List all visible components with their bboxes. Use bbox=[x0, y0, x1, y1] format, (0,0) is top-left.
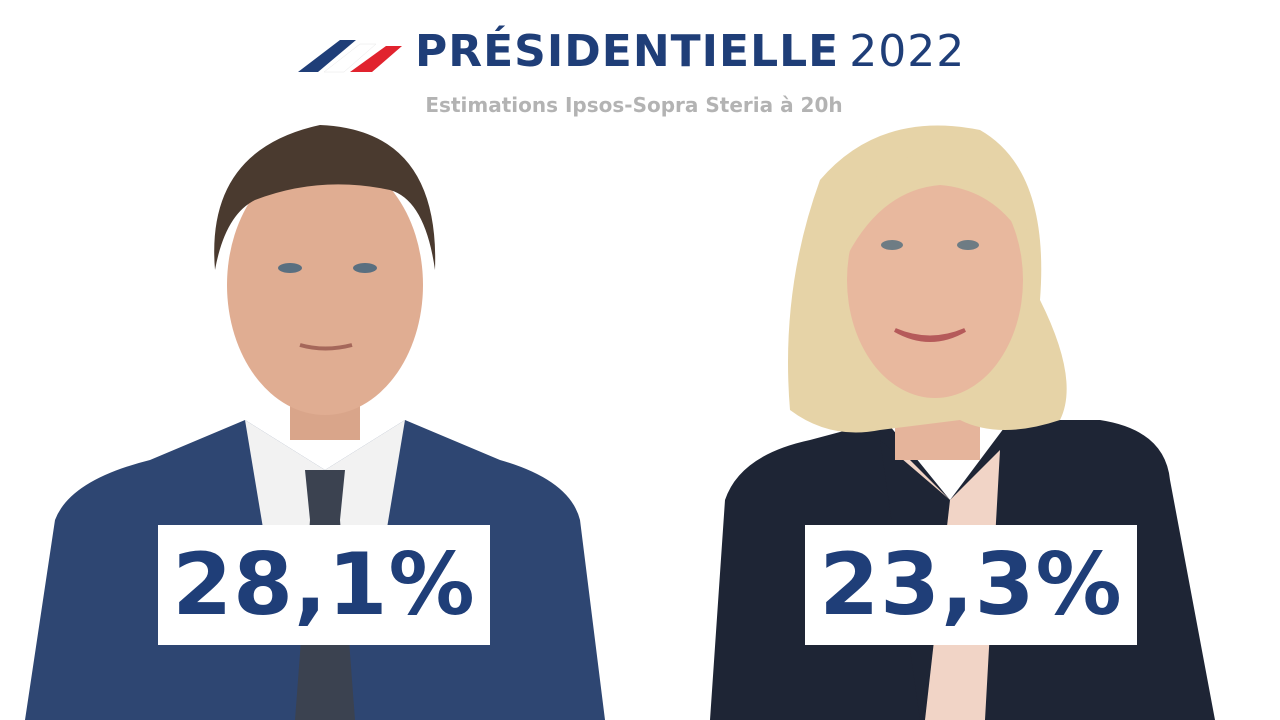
title: PRÉSIDENTIELLE 2022 bbox=[415, 26, 965, 77]
title-main: PRÉSIDENTIELLE bbox=[415, 26, 840, 77]
score-box: 23,3% bbox=[805, 525, 1137, 645]
flag-logo bbox=[298, 40, 402, 73]
subtitle: Estimations Ipsos-Sopra Steria à 20h bbox=[425, 93, 843, 117]
title-year: 2022 bbox=[849, 26, 966, 77]
score-box: 28,1% bbox=[158, 525, 490, 645]
